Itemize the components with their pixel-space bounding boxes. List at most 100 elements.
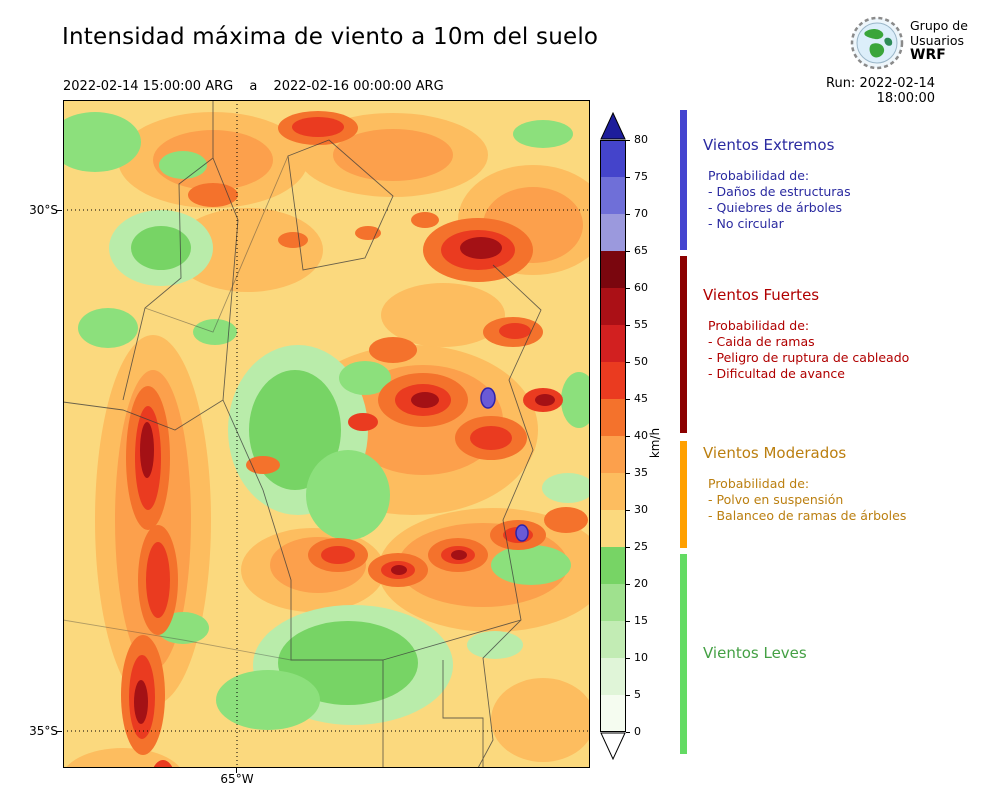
colorbar-tick-label: 5: [634, 688, 641, 701]
extreme-wind-spots: [480, 387, 529, 542]
colorbar-tick-label: 30: [634, 503, 648, 516]
colorbar: 0 5 10 15 20 25 30 35 40 45 50 55 60 65 70 75 80: [600, 100, 690, 790]
colorbar-tick: [626, 436, 630, 437]
colorbar-tick-label: 40: [634, 429, 648, 442]
legend-line: Probabilidad de:: [708, 318, 810, 333]
legend-section-fuertes: Vientos Fuertes Probabilidad de: - Caida …: [703, 286, 988, 382]
colorbar-under-arrow: [600, 732, 626, 760]
colorbar-segment: [601, 288, 625, 325]
colorbar-tick: [626, 510, 630, 511]
colorbar-tick-label: 55: [634, 318, 648, 331]
colorbar-over-arrow: [600, 112, 626, 140]
legend-bar-extremos: [680, 110, 687, 250]
colorbar-unit-label: km/h: [648, 427, 663, 459]
colorbar-tick: [626, 177, 630, 178]
model-run-label: Run: 2022-02-14 18:00:00: [826, 76, 935, 106]
legend-line: - Daños de estructuras: [708, 184, 851, 199]
colorbar-tick: [626, 547, 630, 548]
colorbar-segment: [601, 621, 625, 658]
colorbar-tick-label: 45: [634, 392, 648, 405]
lon-label-65w: 65°W: [220, 772, 254, 786]
colorbar-tick: [626, 621, 630, 622]
legend-title: Vientos Extremos: [703, 136, 835, 154]
legend-bar-moderados: [680, 441, 687, 548]
wrf-logo: Grupo de Usuarios WRF: [850, 14, 1000, 74]
colorbar-tick: [626, 658, 630, 659]
period-end: 2022-02-16 00:00:00 ARG: [273, 79, 444, 94]
colorbar-tick-label: 20: [634, 577, 648, 590]
legend-line: - Peligro de ruptura de cableado: [708, 350, 910, 365]
colorbar-tick: [626, 362, 630, 363]
legend-lines: Probabilidad de: - Caida de ramas - Peligr…: [703, 318, 988, 382]
province-borders: [62, 100, 542, 769]
legend-lines: Probabilidad de: - Daños de estructuras - …: [703, 168, 988, 232]
colorbar-tick-label: 35: [634, 466, 648, 479]
logo-line1: Grupo de: [910, 18, 968, 33]
period-separator: a: [249, 79, 258, 94]
colorbar-segment: [601, 695, 625, 732]
map-panel: [49, 100, 608, 800]
legend-line: - Caida de ramas: [708, 334, 815, 349]
colorbar-segment: [601, 251, 625, 288]
colorbar-segment: [601, 436, 625, 473]
colorbar-tick: [626, 732, 630, 733]
colorbar-segment: [601, 547, 625, 584]
colorbar-tick: [626, 251, 630, 252]
logo-line2: Usuarios: [910, 33, 965, 48]
axis-tick: [236, 768, 237, 773]
colorbar-tick: [626, 695, 630, 696]
legend-line: - Dificultad de avance: [708, 366, 845, 381]
colorbar-segment: [601, 362, 625, 399]
colorbar-segment: [601, 658, 625, 695]
colorbar-tick-label: 25: [634, 540, 648, 553]
axis-tick: [56, 210, 62, 211]
colorbar-tick-label: 15: [634, 614, 648, 627]
legend-line: Probabilidad de:: [708, 168, 810, 183]
axis-tick: [56, 731, 62, 732]
legend-line: - Balanceo de ramas de árboles: [708, 508, 907, 523]
colorbar-tick-label: 65: [634, 244, 648, 257]
colorbar-tick: [626, 140, 630, 141]
legend-section-moderados: Vientos Moderados Probabilidad de: - Polv…: [703, 444, 988, 524]
legend-line: Probabilidad de:: [708, 476, 810, 491]
legend-line: - Polvo en suspensión: [708, 492, 844, 507]
colorbar-segment: [601, 473, 625, 510]
colorbar-tick: [626, 214, 630, 215]
legend-line: - Quiebres de árboles: [708, 200, 843, 215]
colorbar-segment: [601, 214, 625, 251]
legend-title: Vientos Fuertes: [703, 286, 820, 304]
colorbar-tick-label: 50: [634, 355, 648, 368]
legend-section-leves: Vientos Leves: [703, 644, 988, 676]
colorbar-tick-label: 70: [634, 207, 648, 220]
legend-title: Vientos Moderados: [703, 444, 847, 462]
colorbar-segment: [601, 177, 625, 214]
globe-icon: [850, 16, 904, 70]
logo-text: Grupo de Usuarios WRF: [910, 18, 968, 63]
colorbar-segment: [601, 140, 625, 177]
lat-label-35s: 35°S: [29, 724, 58, 738]
legend-section-extremos: Vientos Extremos Probabilidad de: - Daños…: [703, 136, 988, 232]
colorbar-tick: [626, 325, 630, 326]
colorbar-tick: [626, 399, 630, 400]
colorbar-tick-label: 75: [634, 170, 648, 183]
legend-lines: Probabilidad de: - Polvo en suspensión - B…: [703, 476, 988, 524]
period-start: 2022-02-14 15:00:00 ARG: [63, 79, 234, 94]
page-title: Intensidad máxima de viento a 10m del su…: [62, 24, 599, 50]
colorbar-segment: [601, 399, 625, 436]
logo-line3: WRF: [910, 47, 946, 63]
legend-title: Vientos Leves: [703, 644, 807, 662]
colorbar-tick-label: 10: [634, 651, 648, 664]
colorbar-tick-label: 0: [634, 725, 641, 738]
colorbar-tick: [626, 584, 630, 585]
forecast-period: 2022-02-14 15:00:00 ARG a 2022-02-16 00:…: [63, 79, 444, 94]
colorbar-segment: [601, 510, 625, 547]
colorbar-tick: [626, 288, 630, 289]
wind-intensity-map: [49, 100, 608, 800]
legend-line: - No circular: [708, 216, 784, 231]
lat-label-30s: 30°S: [29, 203, 58, 217]
legend-bar-fuertes: [680, 256, 687, 433]
legend-bar-leves: [680, 554, 687, 754]
colorbar-segment: [601, 584, 625, 621]
colorbar-tick-label: 60: [634, 281, 648, 294]
